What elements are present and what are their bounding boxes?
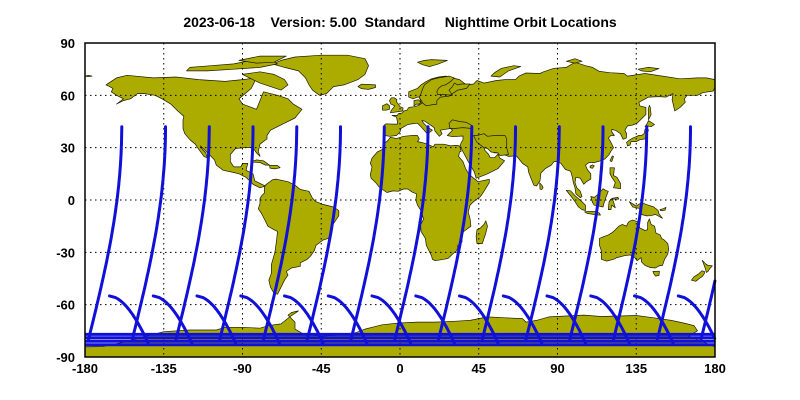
new-britain — [659, 206, 667, 212]
ascending-orbit-track — [262, 125, 299, 342]
sri-lanka — [539, 182, 544, 190]
descending-orbit-arc — [676, 294, 717, 340]
ascending-orbit-track — [568, 125, 605, 342]
x-tick-label: -135 — [151, 361, 177, 376]
cuba — [250, 159, 270, 166]
new-guinea — [628, 201, 663, 219]
novaya-zemlya — [490, 65, 522, 78]
sulawesi — [607, 197, 620, 210]
x-tick-label: 45 — [472, 361, 486, 376]
map-frame — [84, 42, 716, 358]
x-tick-label: -180 — [72, 361, 98, 376]
ascending-orbit-track — [655, 125, 692, 342]
madagascar — [475, 220, 488, 244]
x-tick-label: 180 — [704, 361, 726, 376]
philippines — [609, 167, 621, 190]
new-zealand-south — [691, 270, 705, 282]
ascending-orbit-track — [349, 125, 386, 342]
lat-lon-grid — [85, 43, 715, 357]
y-tick-label: 90 — [61, 36, 75, 51]
africa — [369, 135, 490, 262]
arabia-iran-bridge — [473, 133, 509, 156]
orbit-tracks — [85, 125, 717, 347]
svalbard — [417, 59, 448, 67]
ascending-orbit-track — [699, 279, 717, 342]
y-tick-label: 60 — [61, 88, 75, 103]
y-tick-labels: 90 60 30 0 -30 -60 -90 — [56, 36, 75, 365]
x-tick-label: 0 — [396, 361, 403, 376]
y-tick-label: -90 — [56, 350, 75, 365]
ascending-orbit-track — [524, 125, 561, 342]
ireland — [382, 103, 390, 111]
ascending-orbit-track — [480, 125, 517, 342]
y-tick-label: -30 — [56, 245, 75, 260]
x-tick-labels: -180 -135 -90 -45 0 45 90 135 180 — [72, 361, 726, 376]
south-america — [257, 178, 340, 295]
scandinavia-north — [418, 75, 471, 107]
ascending-orbit-track — [218, 125, 255, 342]
tasmania — [652, 270, 660, 277]
baffin-island — [242, 71, 289, 91]
y-tick-label: 30 — [61, 141, 75, 156]
x-tick-label: -90 — [233, 361, 252, 376]
map-title: 2023-06-18 Version: 5.00 Standard Nightt… — [183, 14, 617, 30]
x-tick-label: 135 — [625, 361, 647, 376]
great-britain — [389, 97, 404, 114]
x-tick-label: -45 — [312, 361, 331, 376]
north-america — [105, 74, 303, 189]
y-tick-label: -60 — [56, 298, 75, 313]
severnaya-zemlya — [565, 58, 583, 64]
ascending-orbit-track — [305, 125, 342, 342]
hainan — [589, 164, 595, 169]
sakhalin — [647, 104, 652, 121]
iceland — [357, 83, 376, 90]
ascending-orbit-track — [393, 125, 430, 342]
y-tick-label: 0 — [68, 193, 75, 208]
wrangel-island — [84, 74, 93, 78]
greenland — [271, 54, 369, 96]
ascending-orbit-track — [87, 125, 124, 342]
hispaniola — [269, 165, 281, 170]
taiwan — [609, 155, 614, 162]
ascending-orbit-track — [174, 125, 211, 342]
ascending-orbit-track — [130, 125, 167, 342]
ellesmere-island — [238, 55, 287, 64]
new-zealand-north — [701, 259, 713, 273]
ascending-orbit-track — [437, 125, 474, 342]
ascending-orbit-track — [612, 125, 649, 342]
new-siberian-islands — [637, 67, 660, 73]
x-tick-label: 90 — [550, 361, 564, 376]
